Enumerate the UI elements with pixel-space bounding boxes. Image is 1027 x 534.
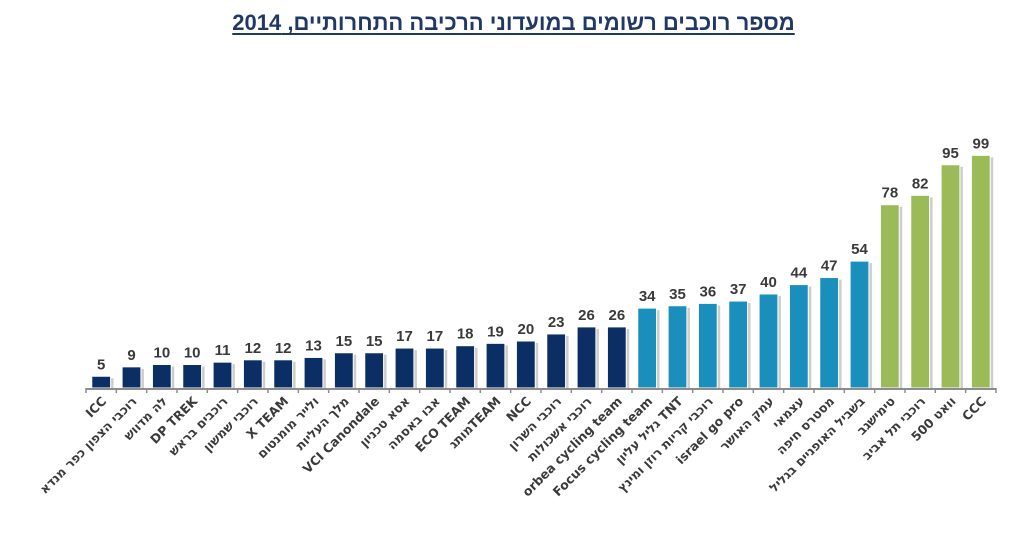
data-label: 9 [127, 347, 135, 364]
data-label: 10 [153, 345, 170, 362]
data-label: 44 [790, 265, 807, 282]
bar [697, 302, 718, 389]
data-label: 17 [426, 328, 443, 345]
data-label: 12 [275, 340, 292, 357]
bar [910, 194, 931, 389]
data-label: 13 [305, 337, 322, 354]
bar [637, 307, 658, 389]
bar [788, 284, 809, 389]
bar [576, 326, 597, 389]
data-label: 23 [548, 314, 565, 331]
data-label: 17 [396, 328, 413, 345]
data-label: 34 [639, 288, 656, 305]
data-label: 5 [97, 356, 105, 373]
bar [121, 366, 142, 389]
bar [212, 361, 233, 389]
bar [364, 352, 385, 389]
data-label: 95 [942, 145, 959, 162]
data-label: 36 [699, 283, 716, 300]
bar [394, 347, 415, 389]
bar [455, 345, 476, 389]
chart-title: מספר רוכבים רשומים במועדוני הרכיבה התחרו… [232, 10, 795, 35]
bar [606, 326, 627, 389]
bar [970, 154, 991, 389]
data-label: 26 [608, 307, 625, 324]
data-label: 37 [730, 281, 747, 298]
x-tick-label: CCC [959, 394, 989, 424]
bar [182, 364, 203, 389]
bar [91, 375, 112, 389]
bar [728, 300, 749, 389]
bar [151, 364, 172, 389]
bar [849, 260, 870, 389]
data-label: 99 [972, 135, 989, 152]
bar [667, 305, 688, 389]
bar [819, 277, 840, 389]
data-labels-group: 5 9 10 10 11 12 12 13 15 15 17 17 18 19 20 23 26 26 34 35 36… [97, 135, 989, 373]
data-label: 18 [457, 326, 474, 343]
bar [879, 204, 900, 389]
data-label: 40 [760, 274, 777, 291]
data-label: 47 [821, 258, 838, 275]
x-axis [85, 388, 997, 393]
bars-group [91, 154, 994, 389]
bar [758, 293, 779, 389]
data-label: 15 [335, 333, 352, 350]
data-label: 19 [487, 323, 504, 340]
data-label: 54 [851, 241, 868, 258]
bar [242, 359, 263, 389]
data-label: 15 [366, 333, 383, 350]
data-label: 20 [517, 321, 534, 338]
bar [333, 352, 354, 389]
data-label: 11 [215, 342, 231, 359]
data-label: 78 [881, 185, 898, 202]
bar [546, 333, 567, 389]
data-label: 35 [669, 286, 686, 303]
bar [424, 347, 445, 389]
bar [303, 356, 324, 389]
bar [940, 164, 961, 389]
bar [485, 342, 506, 389]
bar [273, 359, 294, 389]
data-label: 10 [184, 345, 201, 362]
data-label: 26 [578, 307, 595, 324]
bar [515, 340, 536, 389]
data-label: 82 [912, 175, 929, 192]
data-label: 12 [244, 340, 261, 357]
